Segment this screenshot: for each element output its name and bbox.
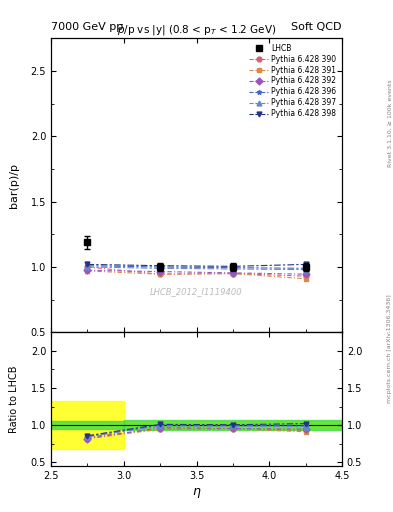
X-axis label: $\eta$: $\eta$ [192, 486, 201, 500]
Legend: LHCB, Pythia 6.428 390, Pythia 6.428 391, Pythia 6.428 392, Pythia 6.428 396, Py: LHCB, Pythia 6.428 390, Pythia 6.428 391… [248, 42, 338, 120]
Title: $\bar{p}$/p vs |y| (0.8 < p$_T$ < 1.2 GeV): $\bar{p}$/p vs |y| (0.8 < p$_T$ < 1.2 Ge… [117, 24, 276, 38]
Text: mcplots.cern.ch [arXiv:1306.3436]: mcplots.cern.ch [arXiv:1306.3436] [387, 294, 392, 402]
Text: Soft QCD: Soft QCD [292, 22, 342, 32]
Y-axis label: Ratio to LHCB: Ratio to LHCB [9, 366, 19, 433]
Y-axis label: bar(p)/p: bar(p)/p [9, 163, 19, 208]
Text: LHCB_2012_I1119400: LHCB_2012_I1119400 [150, 287, 243, 295]
Text: Rivet 3.1.10, ≥ 100k events: Rivet 3.1.10, ≥ 100k events [387, 79, 392, 167]
Text: 7000 GeV pp: 7000 GeV pp [51, 22, 123, 32]
